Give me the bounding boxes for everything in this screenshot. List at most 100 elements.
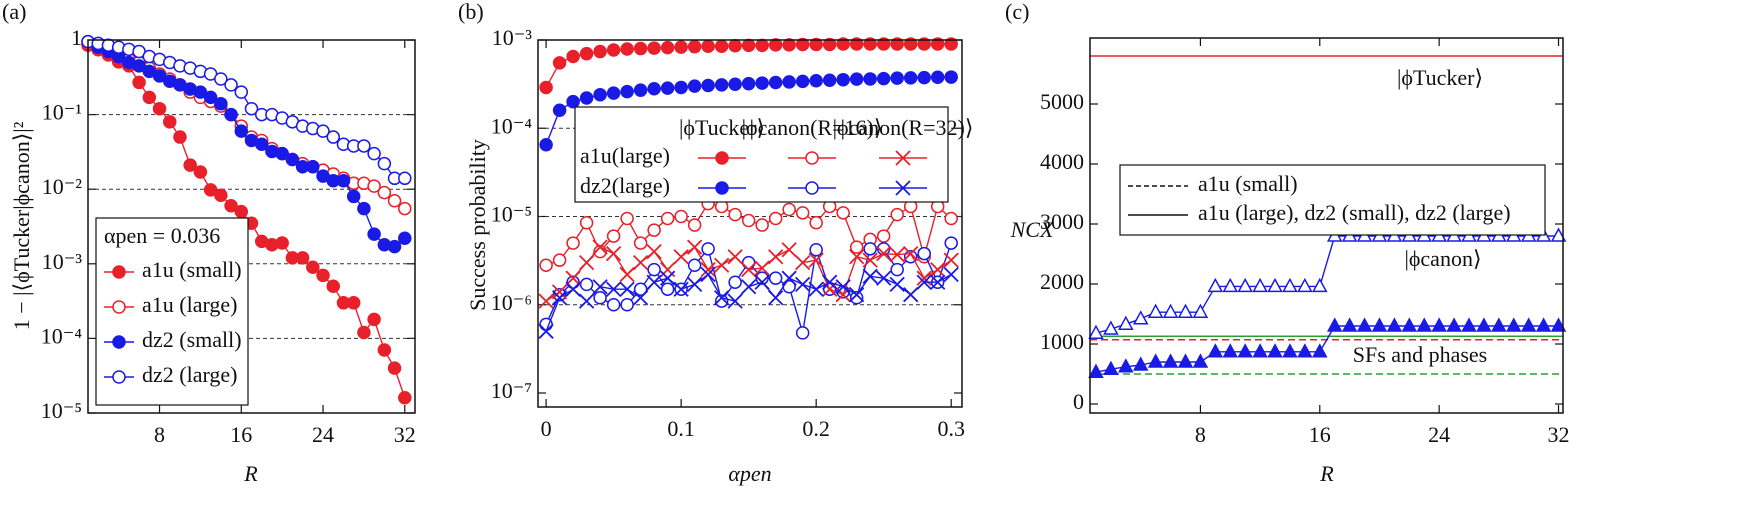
x-axis-label: R	[243, 461, 258, 486]
x-tick-label: 16	[230, 422, 252, 447]
marker	[538, 323, 554, 339]
marker	[632, 255, 649, 271]
marker	[1222, 277, 1239, 293]
marker	[398, 171, 412, 186]
legend-column-label: |ϕTucker⟩	[679, 115, 765, 140]
legend-marker	[112, 300, 126, 314]
x-tick-label: 8	[1195, 422, 1206, 447]
marker	[808, 281, 824, 297]
marker	[768, 290, 784, 306]
y-tick-label: 10⁻²	[42, 174, 83, 199]
marker	[1103, 320, 1119, 335]
marker	[1476, 317, 1492, 332]
marker	[357, 201, 371, 216]
marker	[755, 218, 769, 232]
marker	[849, 291, 864, 305]
marker	[1326, 317, 1343, 332]
y-axis-label: 1 − |⟨ϕTucker|ϕcanon⟩|²	[9, 121, 34, 330]
marker	[633, 41, 648, 56]
y-tick-label: 10⁻⁶	[491, 290, 532, 315]
y-tick-label: 1	[71, 25, 82, 50]
marker	[660, 282, 675, 296]
marker	[606, 86, 621, 100]
marker	[1088, 324, 1104, 339]
marker	[1147, 303, 1164, 318]
marker	[687, 276, 703, 293]
marker	[551, 284, 568, 300]
marker	[306, 260, 320, 274]
marker	[605, 245, 622, 262]
marker	[795, 37, 810, 52]
marker	[1267, 277, 1283, 293]
marker	[876, 37, 891, 51]
marker	[903, 71, 918, 85]
annotation: SFs and phases	[1353, 342, 1487, 367]
marker	[1162, 303, 1179, 318]
marker	[1267, 343, 1283, 358]
plot-frame	[537, 39, 963, 408]
marker	[579, 91, 594, 105]
marker	[606, 298, 621, 312]
marker	[808, 252, 824, 268]
marker	[903, 37, 918, 51]
marker	[701, 78, 715, 93]
marker	[326, 279, 340, 294]
marker	[224, 107, 238, 122]
marker	[849, 287, 865, 303]
marker	[755, 38, 769, 53]
marker	[809, 74, 823, 88]
marker	[132, 59, 146, 73]
marker	[214, 188, 228, 202]
marker	[809, 215, 823, 230]
marker	[701, 39, 715, 53]
panel-label: (c)	[1005, 0, 1029, 24]
marker	[795, 326, 810, 340]
marker	[849, 72, 864, 86]
marker	[346, 189, 361, 204]
marker	[849, 37, 864, 51]
marker	[173, 130, 187, 144]
marker	[916, 274, 932, 290]
marker	[1312, 343, 1328, 358]
marker	[367, 312, 381, 327]
legend-box	[574, 106, 949, 203]
marker	[254, 137, 269, 152]
marker	[566, 94, 580, 109]
marker	[646, 243, 662, 260]
marker	[835, 279, 851, 295]
marker	[1461, 317, 1477, 332]
marker	[1550, 227, 1567, 242]
marker	[539, 138, 553, 152]
marker	[539, 80, 553, 95]
legend-column-label: |ϕcanon(R=16)⟩	[742, 115, 883, 140]
marker	[876, 229, 891, 243]
marker	[876, 270, 892, 286]
marker	[275, 236, 289, 250]
marker	[605, 281, 622, 297]
marker	[1132, 356, 1149, 371]
marker	[687, 218, 702, 232]
x-tick-label: 32	[394, 422, 416, 447]
y-tick-label: 10⁻³	[42, 249, 83, 274]
marker	[152, 69, 167, 83]
x-tick-label: 0.2	[802, 416, 830, 441]
marker	[1132, 310, 1149, 325]
marker	[566, 49, 580, 64]
legend-marker	[895, 150, 911, 166]
marker	[377, 343, 392, 357]
marker	[944, 211, 958, 226]
marker	[944, 37, 958, 51]
marker	[795, 206, 810, 220]
marker	[836, 72, 850, 87]
marker	[903, 287, 919, 303]
marker	[619, 266, 635, 283]
marker	[1356, 317, 1373, 332]
panel-label: (b)	[458, 0, 484, 24]
marker	[890, 37, 904, 51]
legend-marker	[112, 370, 126, 384]
marker	[930, 37, 945, 51]
legend-label: a1u (large), dz2 (small), dz2 (large)	[1198, 200, 1511, 225]
marker	[132, 75, 146, 90]
marker	[1192, 303, 1209, 318]
